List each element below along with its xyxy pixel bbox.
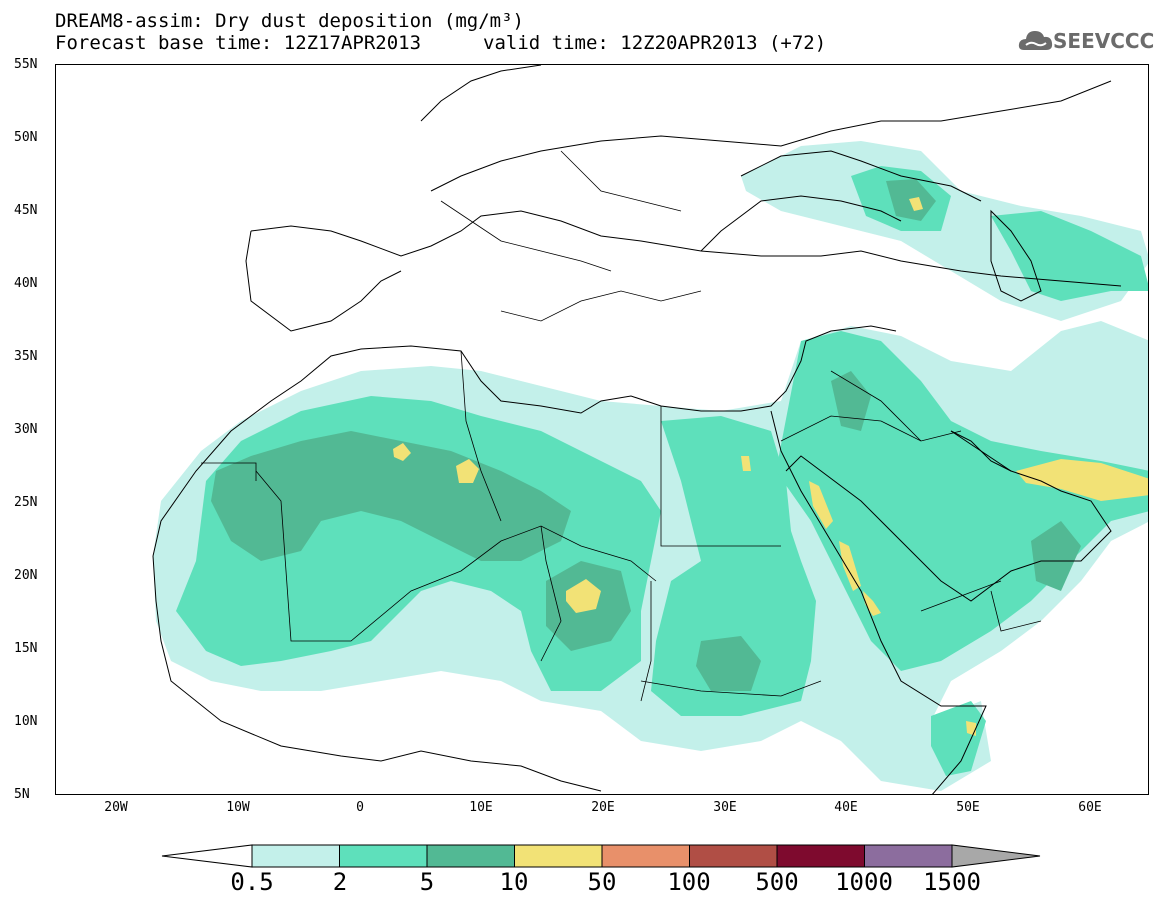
country-borders xyxy=(201,150,1042,702)
dust-level-10 xyxy=(393,197,1148,736)
lat-label: 10N xyxy=(14,714,38,729)
lon-label: 50E xyxy=(956,800,980,815)
colorbar-under-arrow xyxy=(161,844,253,868)
map-area xyxy=(55,64,1149,795)
colorbar xyxy=(161,844,1041,868)
lat-label: 25N xyxy=(14,495,38,510)
colorbar-label: 100 xyxy=(667,868,711,896)
lon-label: 30E xyxy=(713,800,737,815)
colorbar-cell xyxy=(776,844,865,868)
lat-label: 5N xyxy=(14,787,30,802)
lon-label: 40E xyxy=(834,800,858,815)
lon-label: 20W xyxy=(104,800,128,815)
forecast-base-time: Forecast base time: 12Z17APR2013 xyxy=(55,32,422,54)
lat-label: 15N xyxy=(14,641,38,656)
lat-label: 55N xyxy=(14,57,38,72)
dust-level-5 xyxy=(211,179,1081,691)
colorbar-label: 1500 xyxy=(923,868,981,896)
colorbar-over-arrow xyxy=(951,844,1041,868)
colorbar-cell xyxy=(514,844,603,868)
logo-text: SEEVCCC xyxy=(1053,29,1155,53)
colorbar-cell xyxy=(864,844,953,868)
valid-time: valid time: 12Z20APR2013 (+72) xyxy=(483,32,827,54)
colorbar-label: 500 xyxy=(755,868,799,896)
lat-label: 35N xyxy=(14,349,38,364)
map-title: DREAM8-assim: Dry dust deposition (mg/m³… xyxy=(55,10,524,32)
colorbar-cell xyxy=(339,844,428,868)
colorbar-label: 50 xyxy=(587,868,617,896)
lon-label: 0 xyxy=(356,800,364,815)
lon-label: 60E xyxy=(1078,800,1102,815)
coastlines xyxy=(152,65,1122,794)
dust-map xyxy=(152,65,1148,794)
lon-label: 20E xyxy=(591,800,615,815)
lat-label: 30N xyxy=(14,422,38,437)
colorbar-cell xyxy=(601,844,690,868)
colorbar-label: 5 xyxy=(419,868,435,896)
colorbar-cell xyxy=(689,844,778,868)
lon-label: 10E xyxy=(469,800,493,815)
lat-label: 50N xyxy=(14,130,38,145)
lat-label: 45N xyxy=(14,203,38,218)
colorbar-label: 2 xyxy=(332,868,348,896)
colorbar-cell xyxy=(426,844,515,868)
lon-label: 10W xyxy=(226,800,250,815)
colorbar-label: 1000 xyxy=(835,868,893,896)
lat-label: 40N xyxy=(14,276,38,291)
colorbar-label: 10 xyxy=(499,868,529,896)
cloud-logo-icon xyxy=(1018,31,1053,50)
colorbar-cell xyxy=(251,844,340,868)
lat-label: 20N xyxy=(14,568,38,583)
colorbar-label: 0.5 xyxy=(230,868,274,896)
